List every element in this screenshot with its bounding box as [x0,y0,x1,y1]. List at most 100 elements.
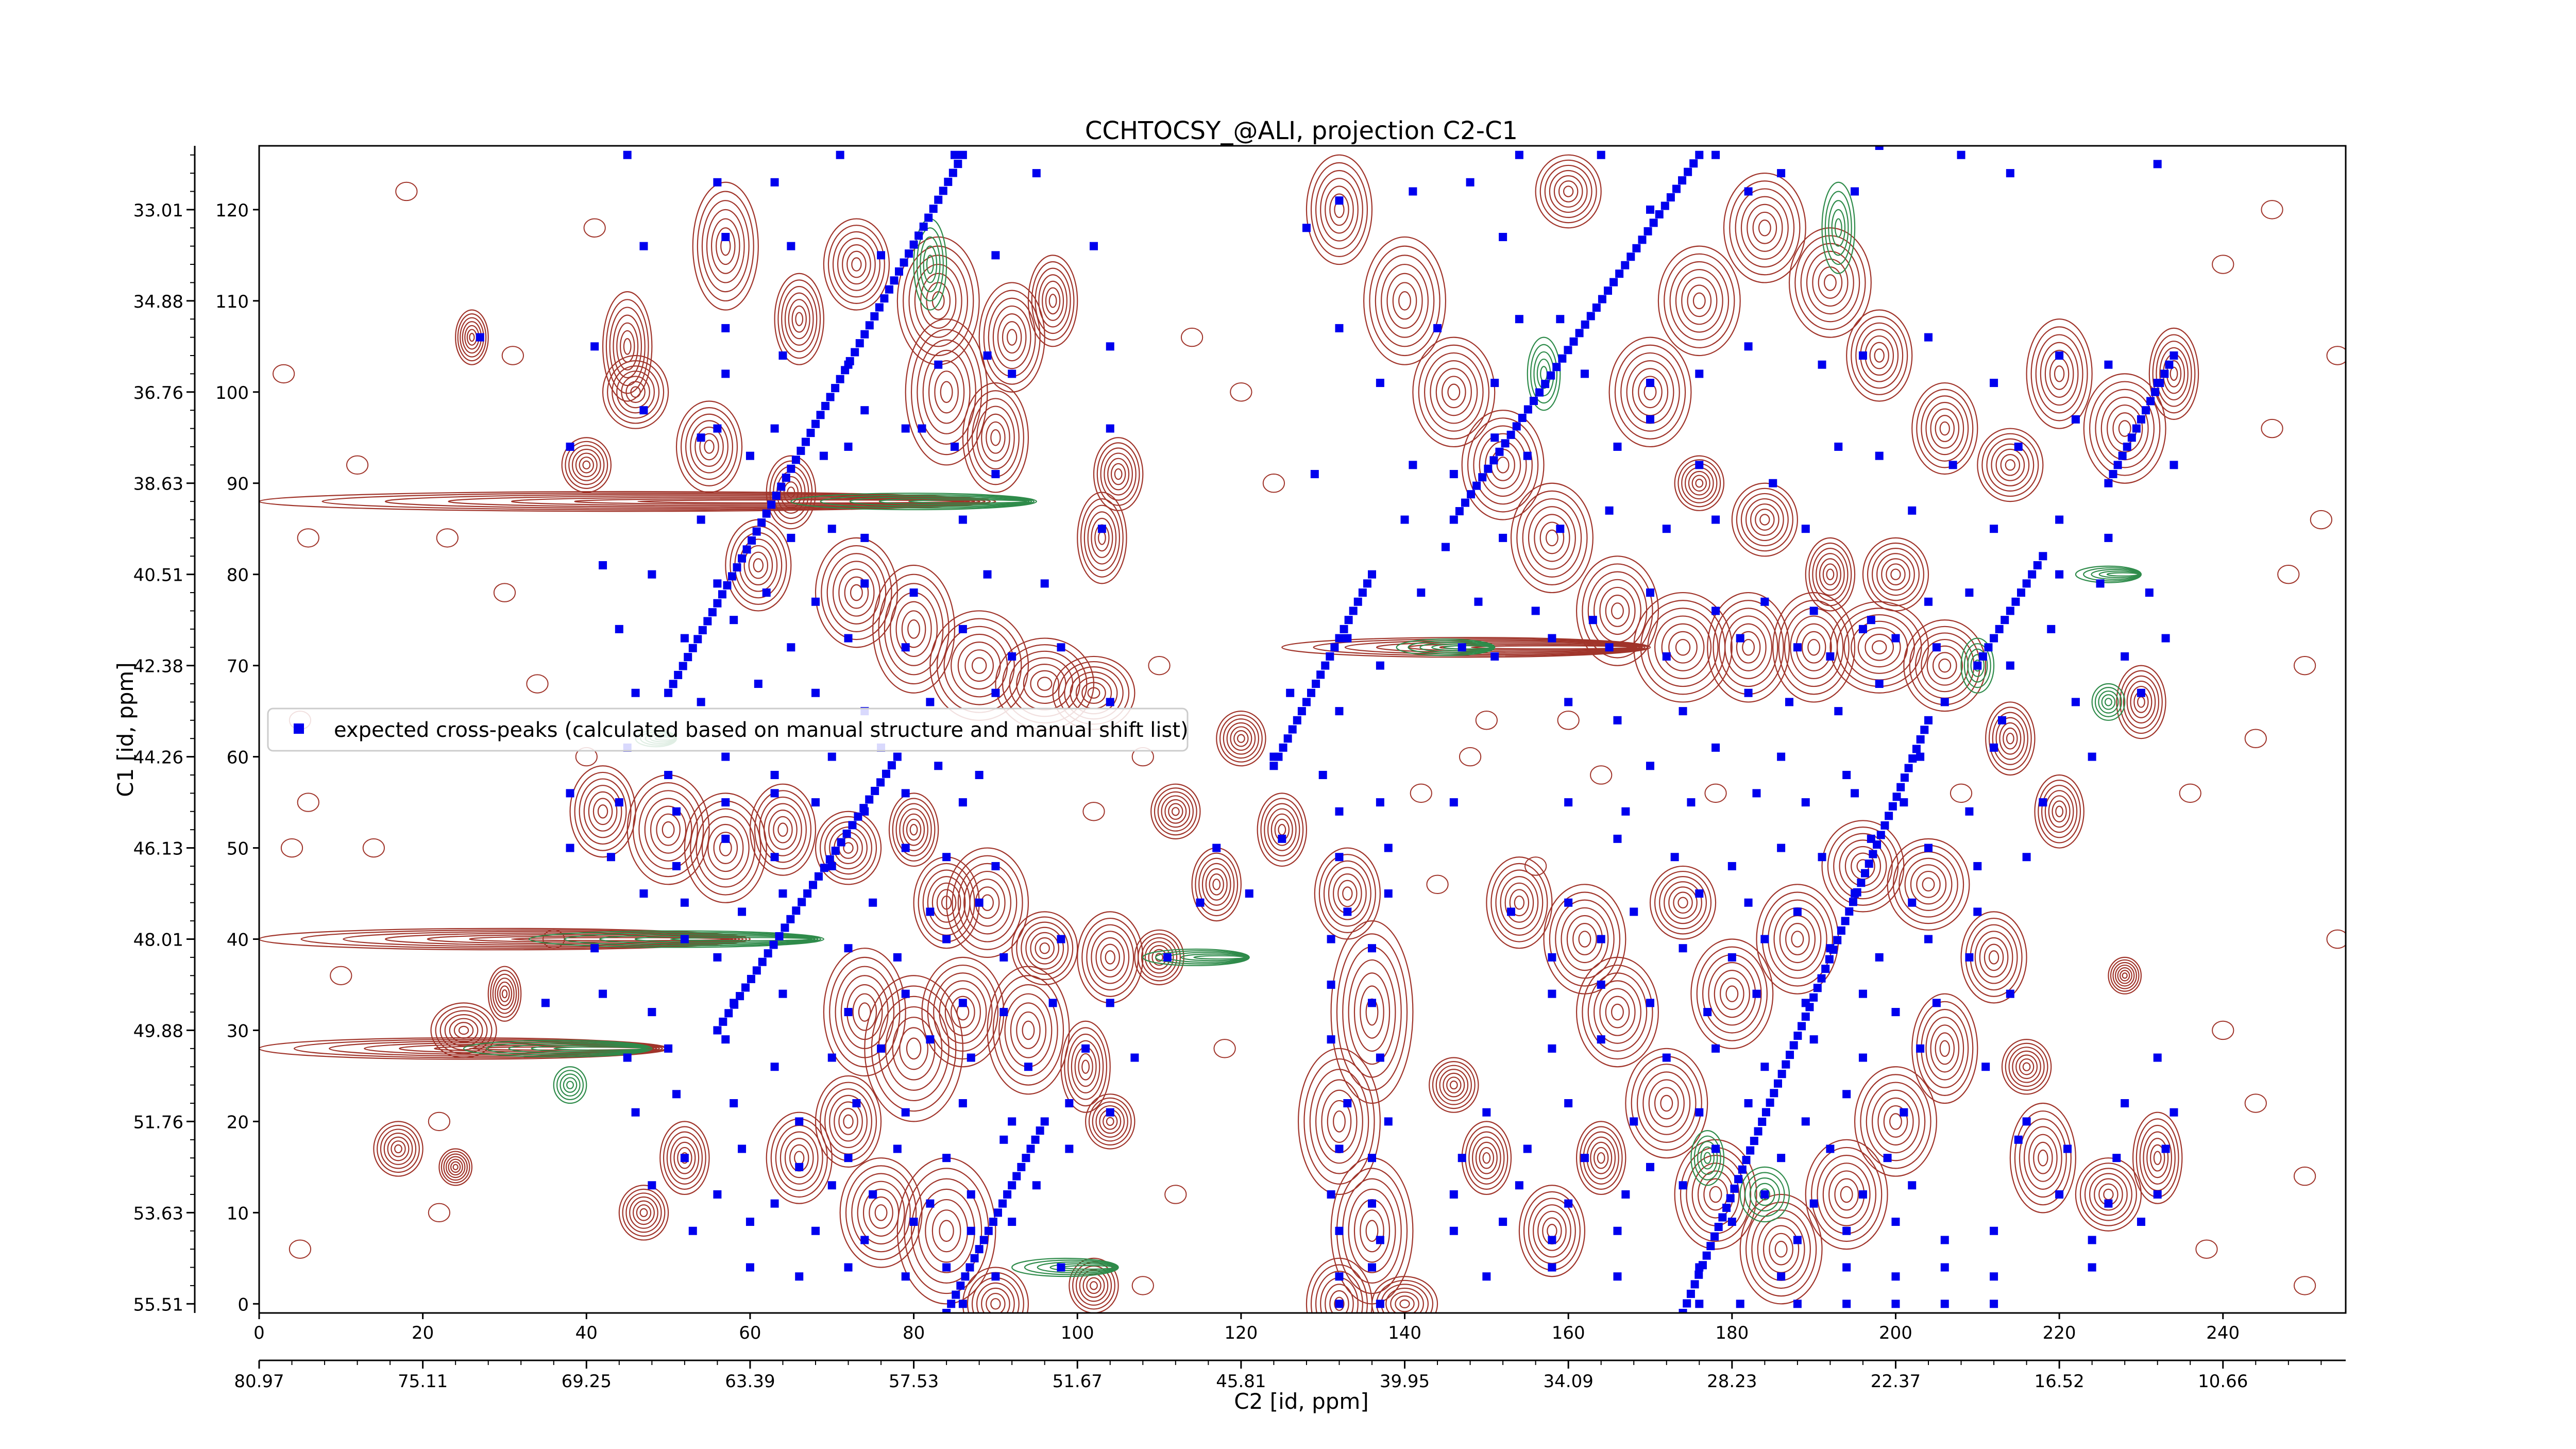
positive-contour [1823,274,1837,291]
diagonal-cross-peak-marker [752,966,761,975]
positive-contour [764,803,802,856]
negative-contour [2091,683,2126,721]
positive-contour [2095,389,2155,468]
positive-contour [784,292,814,346]
positive-contour [1718,608,1778,687]
cross-peak-marker [983,351,992,360]
cross-peak-marker [967,1053,975,1062]
x-tick-label: 140 [1388,1323,1421,1343]
positive-contour [2012,1050,2041,1083]
cross-peak-marker [2006,661,2014,670]
positive-contour [1869,342,1889,369]
cross-peak-marker [1809,606,1818,615]
positive-contour [629,1196,658,1229]
positive-contour [1016,1011,1041,1049]
positive-contour [906,818,922,841]
ppm-y-tick-label: 34.88 [133,292,183,312]
noise-contour [1213,1039,1236,1058]
positive-contour [2084,1168,2132,1221]
cross-peak-marker [2014,1135,2023,1144]
cross-peak-marker [1548,953,1556,962]
cross-peak-marker [2071,698,2080,706]
negative-contour [560,1073,581,1097]
positive-contour [839,1157,923,1268]
cross-peak-marker [958,1099,967,1108]
ppm-y-tick-label: 42.38 [133,656,183,677]
positive-contour [1198,857,1235,911]
cross-peak-marker [1008,652,1016,661]
noise-contour [2293,655,2316,676]
cross-peak-marker [860,406,869,415]
cross-peak-marker [1458,643,1466,652]
positive-contour [1376,641,1643,654]
positive-contour [2038,779,2081,844]
diagonal-cross-peak-marker [1770,1089,1778,1098]
cross-peak-marker [2063,1144,2072,1153]
positive-contour [1091,517,1113,558]
cross-peak-marker [1335,807,1344,816]
negative-contour [1396,638,1496,656]
diagonal-cross-peak-marker [855,339,864,348]
diagonal-cross-peak-marker [1547,371,1555,380]
positive-contour [571,448,601,481]
diagonal-cross-peak-marker [718,590,726,599]
negative-contour [1408,640,1495,655]
cross-peak-marker [1327,1035,1335,1044]
positive-contour [1673,891,1693,914]
positive-contour [1398,291,1411,311]
positive-contour [1740,493,1789,547]
positive-contour [931,882,961,923]
positive-contour [666,1131,703,1185]
cross-peak-marker [1858,625,1867,633]
ppm-y-tick-label: 38.63 [133,474,183,495]
positive-contour [2123,675,2160,729]
positive-contour [1164,799,1187,824]
positive-contour [851,257,862,272]
ppm-y-tick-label: 53.63 [133,1203,183,1224]
positive-contour [673,1141,696,1174]
positive-contour [951,996,975,1029]
positive-contour [1984,943,2004,971]
positive-contour [1675,269,1723,333]
x-axis-ppm: 80.97 75.11 69.25 63.39 57.53 51.67 45.81 39.95… [234,1359,2346,1392]
cross-peak-marker [2071,415,2080,424]
positive-contour [1141,937,1178,978]
cross-peak-marker [844,944,853,953]
positive-contour [659,1121,710,1195]
positive-contour [1938,658,1952,673]
positive-contour [1932,652,1957,680]
positive-contour [1297,1048,1381,1195]
noise-contour [280,838,303,858]
positive-contour [1432,1061,1476,1109]
positive-contour [1045,287,1061,315]
noise-contour [1590,765,1613,785]
diagonal-cross-peak-marker [1489,456,1498,465]
diagonal-cross-peak-marker [698,626,707,634]
negative-contour [1443,645,1492,650]
positive-contour [499,985,510,1002]
cross-peak-marker [770,1199,779,1208]
negative-contour [531,1044,647,1053]
cross-peak-marker [2170,461,2178,469]
diagonal-cross-peak-marker [934,195,943,204]
diagonal-cross-peak-marker [1026,1144,1035,1153]
positive-contour [2040,342,2079,406]
diagonal-cross-peak-marker [787,464,795,473]
diagonal-cross-peak-marker [1726,1194,1735,1203]
cross-peak-marker [1278,834,1286,843]
positive-contour [1522,498,1582,578]
diagonal-cross-peak-marker [1649,218,1658,227]
cross-peak-marker [2039,798,2047,807]
positive-contour [1257,793,1308,867]
diagonal-cross-peak-marker [2022,579,2031,588]
cross-peak-marker [770,789,779,798]
positive-contour [992,305,1031,369]
diagonal-cross-peak-marker [1684,167,1692,176]
diagonal-cross-peak-marker [848,821,857,830]
diagonal-cross-peak-marker [814,872,823,881]
positive-contour [962,382,1029,493]
positive-contour [1988,950,1999,965]
cross-peak-marker [1760,935,1769,943]
positive-contour [501,989,508,999]
